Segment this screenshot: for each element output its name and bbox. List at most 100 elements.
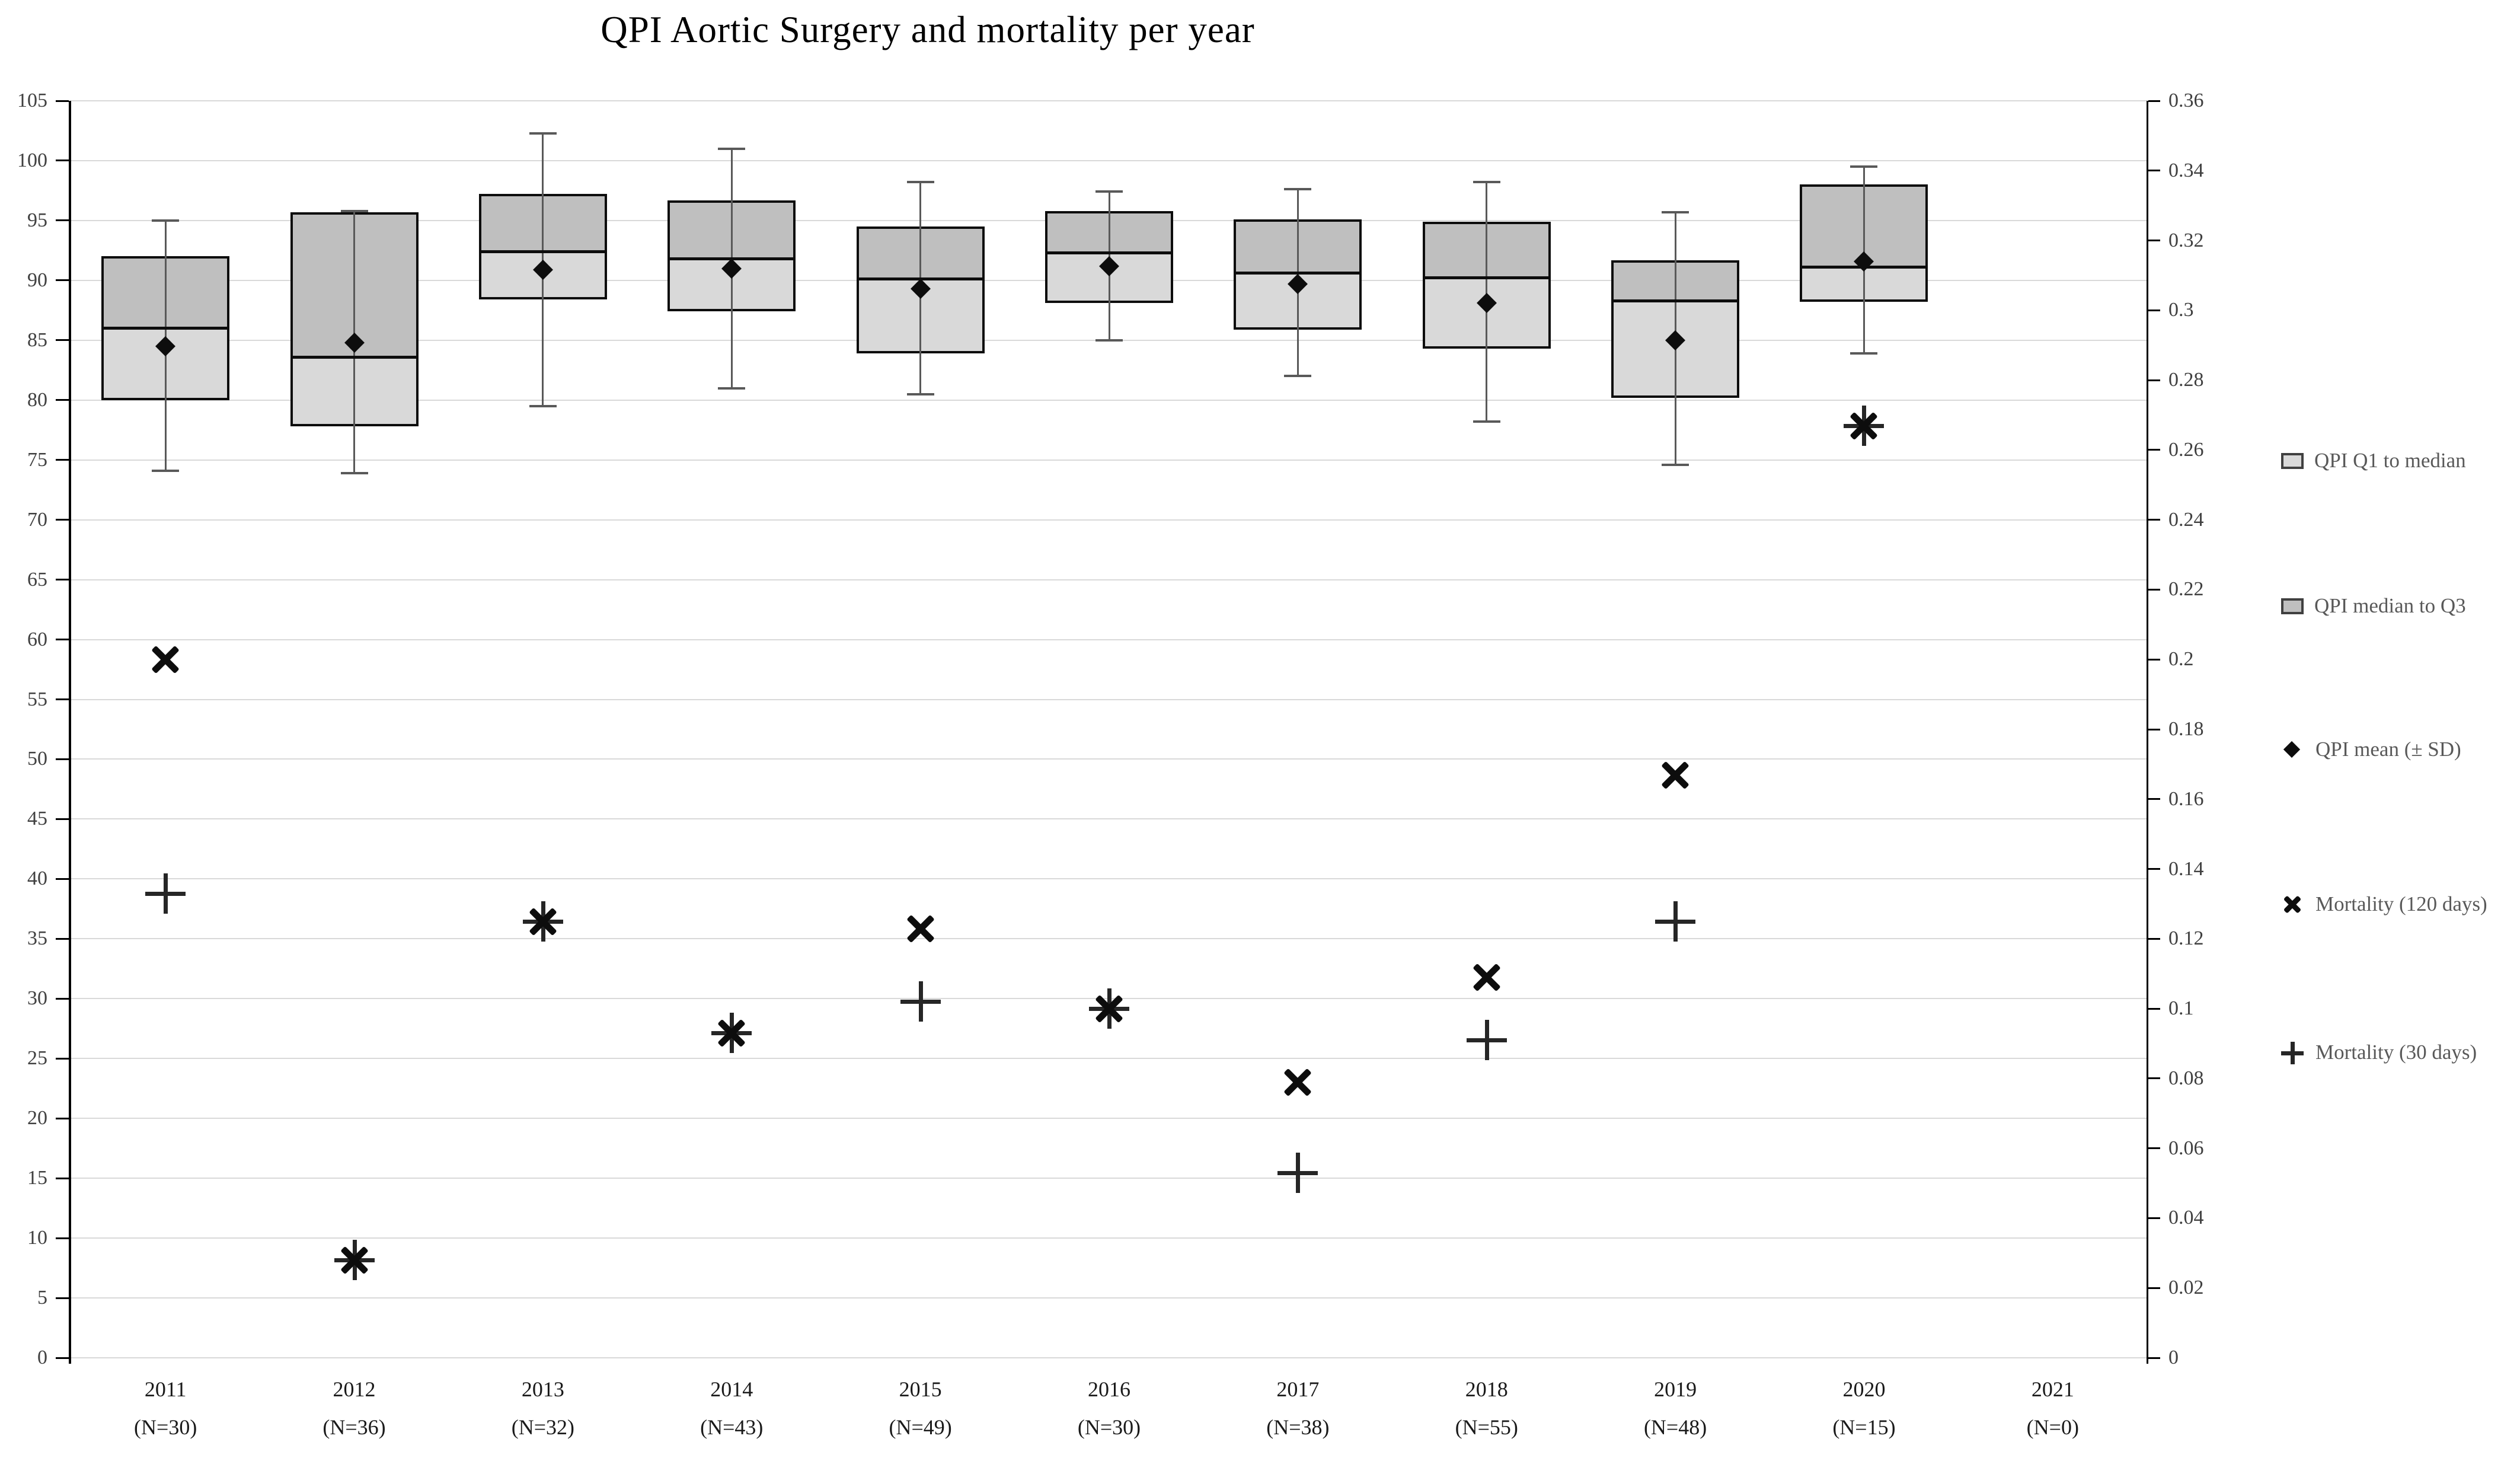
median-line-2013 [478, 250, 607, 253]
legend-item-x: Mortality (120 days) [2281, 889, 2487, 920]
legend-label: QPI mean (± SD) [2315, 738, 2461, 761]
gridline-5 [71, 1297, 2147, 1299]
right-axis-tick-0.14 [2148, 868, 2160, 870]
whisker-cap-low-2011 [152, 469, 180, 472]
right-axis-tick-0.32 [2148, 240, 2160, 242]
mortality-120-marker-2012 [338, 1243, 371, 1277]
left-axis-tick-55 [56, 698, 69, 701]
right-axis-label-0.3: 0.3 [2168, 299, 2194, 321]
x-axis-label-n-2016: (N=30) [1077, 1415, 1141, 1439]
right-axis-tick-0.08 [2148, 1077, 2160, 1080]
right-axis-tick-0 [2148, 1357, 2160, 1359]
left-axis-label-30: 30 [27, 987, 47, 1010]
plus-v-bar [1673, 901, 1678, 942]
gridline-55 [71, 698, 2147, 700]
whisker-cap-high-2020 [1850, 165, 1878, 168]
whisker-cap-low-2016 [1095, 339, 1123, 342]
left-axis-label-80: 80 [27, 388, 47, 411]
right-axis-label-0.08: 0.08 [2168, 1067, 2204, 1089]
right-axis-line [2147, 101, 2148, 1364]
whisker-cap-high-2016 [1095, 190, 1123, 193]
median-line-2012 [290, 355, 419, 359]
right-axis-tick-0.04 [2148, 1217, 2160, 1219]
mortality-120-marker-2016 [1093, 992, 1126, 1025]
whisker-cap-low-2018 [1473, 420, 1500, 423]
mortality-30-marker-2019 [1655, 901, 1696, 942]
left-axis-tick-20 [56, 1117, 69, 1119]
right-axis-label-0.22: 0.22 [2168, 578, 2204, 601]
x-axis-label-n-2019: (N=48) [1643, 1415, 1707, 1439]
x-axis-label-n-2020: (N=15) [1832, 1415, 1896, 1439]
left-axis-label-70: 70 [27, 508, 47, 531]
right-axis-label-0.2: 0.2 [2168, 648, 2194, 671]
left-axis-tick-100 [56, 159, 69, 162]
left-axis-tick-70 [56, 519, 69, 521]
gridline-50 [71, 758, 2147, 760]
x-axis-label-year-2018: 2018 [1465, 1377, 1508, 1401]
x-axis-label-n-2014: (N=43) [700, 1415, 764, 1439]
x-glyph [2282, 895, 2302, 915]
gridline-75 [71, 459, 2147, 461]
left-axis-label-15: 15 [27, 1167, 47, 1189]
left-axis-label-85: 85 [27, 328, 47, 351]
left-axis-label-105: 105 [17, 90, 47, 111]
mortality-120-marker-2018 [1470, 961, 1503, 994]
diamond-glyph [2283, 741, 2301, 758]
x-axis-label-year-2016: 2016 [1088, 1377, 1130, 1401]
legend-item-box-light: QPI Q1 to median [2281, 445, 2466, 476]
x-axis-label-n-2021: (N=0) [2026, 1415, 2079, 1439]
left-axis-tick-35 [56, 937, 69, 940]
left-axis-tick-50 [56, 758, 69, 760]
right-axis-label-0.12: 0.12 [2168, 927, 2204, 950]
right-axis-tick-0.1 [2148, 1007, 2160, 1010]
whisker-cap-high-2011 [152, 219, 180, 222]
x-axis-label-year-2013: 2013 [521, 1377, 564, 1401]
plus-glyph [2281, 1042, 2304, 1064]
box-dark-swatch-icon [2281, 598, 2304, 614]
mortality-120-marker-2020 [1847, 409, 1880, 442]
gridline-100 [71, 159, 2147, 161]
mortality-30-marker-2011 [145, 873, 186, 914]
x-axis-label-year-2021: 2021 [2031, 1377, 2074, 1401]
left-axis-tick-40 [56, 878, 69, 880]
left-axis-label-20: 20 [27, 1107, 47, 1130]
mortality-120-marker-2017 [1281, 1065, 1314, 1099]
left-axis-label-50: 50 [27, 748, 47, 770]
median-line-2017 [1234, 272, 1362, 275]
x-axis-label-year-2019: 2019 [1654, 1377, 1697, 1401]
gridline-45 [71, 818, 2147, 820]
legend-label: Mortality (30 days) [2315, 1041, 2477, 1064]
x-axis-label-n-2015: (N=49) [889, 1415, 952, 1439]
gridline-70 [71, 519, 2147, 521]
median-line-2011 [101, 327, 230, 330]
mortality-120-marker-2011 [149, 643, 182, 676]
left-axis-tick-95 [56, 219, 69, 222]
left-axis-label-5: 5 [37, 1287, 47, 1309]
gridline-25 [71, 1058, 2147, 1060]
left-axis-tick-85 [56, 339, 69, 342]
left-axis-tick-80 [56, 399, 69, 401]
right-axis-label-0.32: 0.32 [2168, 229, 2204, 251]
left-axis-label-90: 90 [27, 269, 47, 291]
whisker-cap-high-2019 [1662, 210, 1689, 213]
gridline-20 [71, 1118, 2147, 1119]
right-axis-tick-0.26 [2148, 449, 2160, 451]
right-axis-label-0.16: 0.16 [2168, 787, 2204, 810]
left-axis-label-25: 25 [27, 1047, 47, 1070]
whisker-cap-low-2020 [1850, 352, 1878, 355]
gridline-0 [71, 1357, 2147, 1358]
left-axis-label-0: 0 [37, 1347, 47, 1368]
legend-item-plus: Mortality (30 days) [2281, 1037, 2477, 1068]
x-axis-label-n-2012: (N=36) [322, 1415, 386, 1439]
gridline-105 [71, 100, 2147, 101]
left-axis-tick-75 [56, 459, 69, 461]
whisker-cap-high-2012 [340, 209, 368, 212]
right-axis-tick-0.36 [2148, 100, 2160, 102]
left-axis-label-10: 10 [27, 1227, 47, 1249]
whisker-cap-high-2018 [1473, 181, 1500, 184]
right-axis-tick-0.12 [2148, 937, 2160, 940]
median-line-2016 [1045, 251, 1173, 254]
x-axis-label-n-2011: (N=30) [134, 1415, 197, 1439]
whisker-cap-low-2014 [718, 387, 746, 390]
